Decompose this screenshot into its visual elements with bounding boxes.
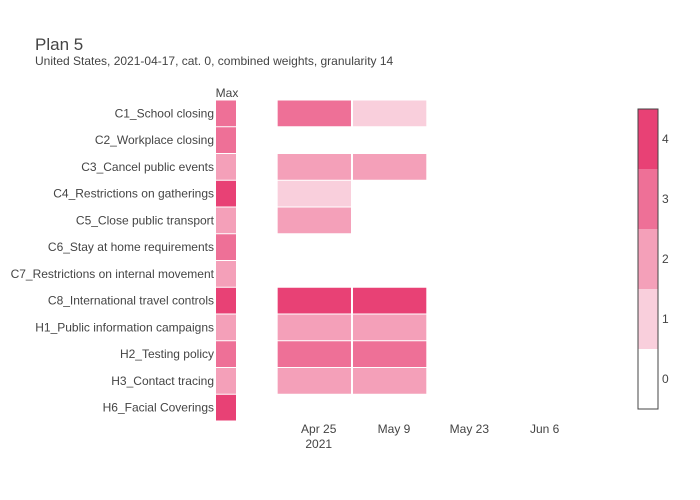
row-label: C2_Workplace closing xyxy=(95,133,214,147)
heatmap-cell xyxy=(277,154,351,180)
heatmap-cell xyxy=(277,207,351,234)
row-label: H3_Contact tracing xyxy=(111,374,214,388)
chart-subtitle: United States, 2021-04-17, cat. 0, combi… xyxy=(35,54,394,68)
x-tick-label: Jun 6 xyxy=(530,422,560,436)
x-tick-label: May 9 xyxy=(378,422,411,436)
x-tick-sublabel: 2021 xyxy=(305,437,332,451)
x-tick-label: May 23 xyxy=(450,422,490,436)
heatmap-cell xyxy=(352,287,427,314)
max-cell xyxy=(216,287,236,314)
row-label: C8_International travel controls xyxy=(48,294,214,308)
row-label: H6_Facial Coverings xyxy=(103,401,214,415)
colorbar-segment xyxy=(638,169,658,229)
heatmap-cell xyxy=(277,368,351,394)
heatmap-cell xyxy=(352,100,427,127)
heatmap-cell xyxy=(277,180,351,207)
heatmap-cells xyxy=(277,100,427,394)
max-cell xyxy=(216,180,236,207)
row-label: C6_Stay at home requirements xyxy=(48,240,214,254)
colorbar-tick-label: 2 xyxy=(662,252,669,266)
heatmap-cell xyxy=(277,287,351,314)
colorbar-segment xyxy=(638,229,658,289)
row-label: C7_Restrictions on internal movement xyxy=(11,267,215,281)
row-labels: C1_School closing C2_Workplace closing C3_… xyxy=(11,106,215,414)
max-cell xyxy=(216,207,236,234)
max-cell xyxy=(216,234,236,260)
max-cell xyxy=(216,314,236,341)
colorbar-tick-label: 4 xyxy=(662,132,669,146)
row-label: H2_Testing policy xyxy=(120,347,214,361)
chart-title: Plan 5 xyxy=(35,35,83,54)
heatmap-cell xyxy=(352,314,427,341)
colorbar-tick-label: 0 xyxy=(662,372,669,386)
heatmap-cell xyxy=(277,100,351,127)
x-tick-label: Apr 25 xyxy=(301,422,337,436)
row-label: C3_Cancel public events xyxy=(81,160,214,174)
heatmap-cell xyxy=(277,341,351,367)
max-cell xyxy=(216,154,236,180)
row-label: H1_Public information campaigns xyxy=(35,320,214,334)
row-label: C4_Restrictions on gatherings xyxy=(53,187,214,201)
max-cell xyxy=(216,368,236,394)
max-column-label: Max xyxy=(216,86,239,100)
colorbar-segment xyxy=(638,289,658,349)
max-cell xyxy=(216,127,236,153)
row-label: C5_Close public transport xyxy=(76,213,215,227)
max-cell xyxy=(216,100,236,127)
heatmap-cell xyxy=(352,341,427,367)
colorbar-segment xyxy=(638,349,658,409)
max-cell xyxy=(216,394,236,421)
colorbar-tick-label: 1 xyxy=(662,312,669,326)
max-cell xyxy=(216,261,236,287)
heatmap-cell xyxy=(352,154,427,180)
colorbar-segment xyxy=(638,109,658,169)
heatmap-cell xyxy=(352,368,427,394)
max-cell xyxy=(216,341,236,367)
colorbar-tick-label: 3 xyxy=(662,192,669,206)
row-label: C1_School closing xyxy=(115,106,214,120)
colorbar-border xyxy=(637,108,659,410)
colorbar: 0 1 2 3 4 xyxy=(637,108,669,410)
heatmap-cell xyxy=(277,314,351,341)
max-column xyxy=(216,100,236,421)
